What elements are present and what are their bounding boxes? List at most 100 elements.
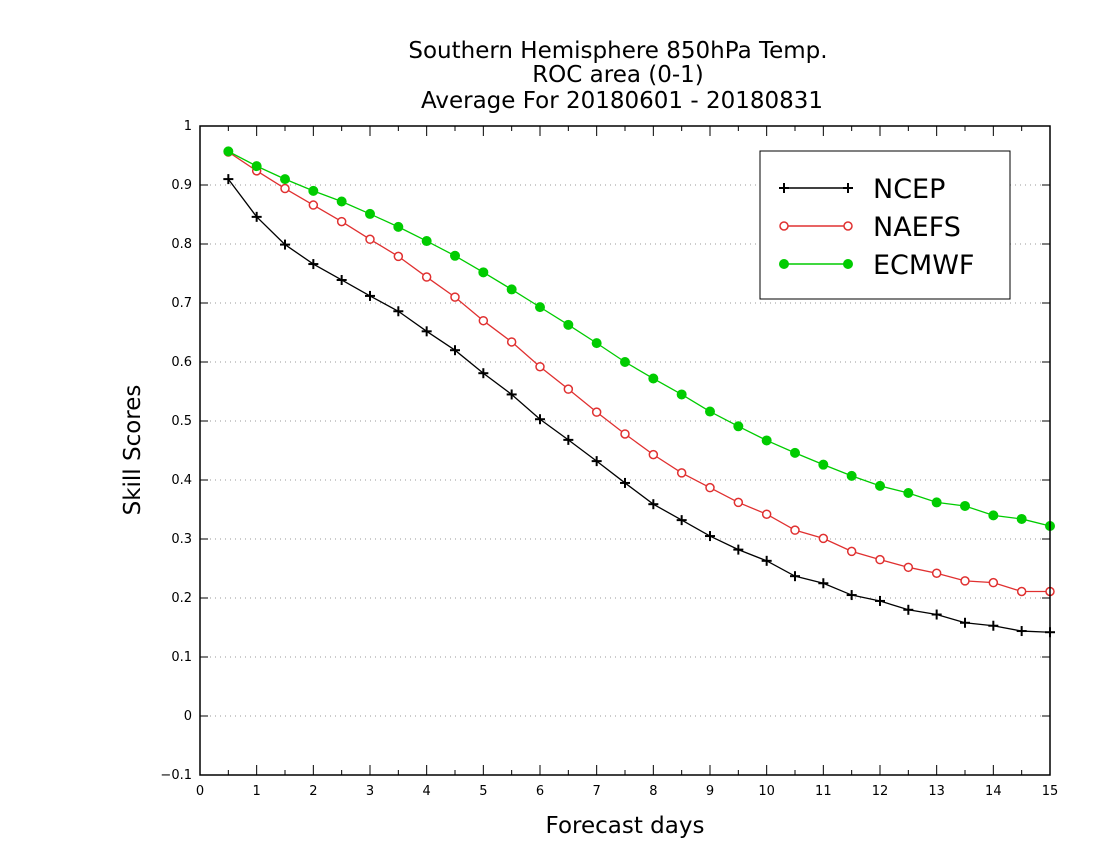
x-tick-label: 0 (196, 784, 204, 799)
legend-box (759, 150, 1011, 300)
legend-item-ecmwf: ECMWF (779, 250, 974, 281)
x-tick-label: 15 (1042, 784, 1059, 799)
y-axis-label: Skill Scores (120, 385, 146, 516)
data-point-ncep (988, 620, 999, 631)
data-point-ncep (818, 578, 829, 589)
data-point-ecmwf (988, 510, 999, 521)
data-point-naefs (705, 482, 715, 493)
data-point-ecmwf (960, 500, 970, 511)
x-tick-label: 12 (872, 784, 889, 799)
series-layer (223, 146, 1055, 638)
data-point-naefs (308, 200, 319, 210)
data-point-ncep (280, 239, 290, 250)
data-point-naefs (535, 361, 545, 372)
x-tick-label: 6 (536, 784, 544, 799)
series-line-naefs (227, 151, 1050, 593)
chart-title-line-1: Southern Hemisphere 850hPa Temp. (408, 38, 827, 64)
data-point-naefs (563, 384, 574, 394)
legend-marker-ecmwf (843, 259, 853, 269)
data-point-ecmwf (308, 185, 319, 196)
data-point-ecmwf (251, 161, 262, 172)
data-point-ncep (223, 174, 234, 185)
data-point-ecmwf (450, 250, 460, 261)
data-point-ncep (648, 499, 659, 510)
data-point-ecmwf (875, 480, 885, 491)
data-point-ncep (336, 274, 347, 285)
data-point-naefs (421, 272, 432, 282)
data-point-ncep (761, 555, 772, 566)
legend-marker-naefs (843, 221, 853, 231)
series-ncep (223, 174, 1055, 638)
data-point-naefs (478, 315, 489, 326)
data-point-naefs (620, 429, 630, 439)
data-point-naefs (591, 407, 602, 417)
data-point-ncep (931, 609, 942, 620)
legend-marker-naefs (779, 221, 789, 231)
data-point-ecmwf (365, 208, 375, 219)
data-point-ncep (421, 326, 432, 337)
data-point-ncep (705, 531, 715, 542)
data-point-ncep (506, 389, 517, 400)
x-tick-label: 3 (366, 784, 374, 799)
x-tick-label: 4 (423, 784, 431, 799)
data-point-naefs (988, 577, 999, 588)
data-point-ecmwf (818, 459, 829, 470)
data-point-ecmwf (506, 284, 517, 295)
data-point-naefs (280, 183, 290, 194)
y-tick-label: 1 (184, 119, 192, 134)
data-point-naefs (931, 568, 942, 578)
data-point-ncep (790, 571, 800, 582)
data-point-ecmwf (676, 389, 687, 400)
legend-item-naefs: NAEFS (779, 212, 961, 243)
data-point-naefs (676, 468, 687, 478)
data-point-ncep (450, 345, 460, 356)
series-ecmwf (223, 146, 1055, 532)
y-tick-label: 0.8 (171, 237, 192, 252)
legend-items: NCEP NAEFS ECMWF (779, 174, 974, 281)
legend-marker-ncep (779, 183, 789, 193)
data-point-naefs (450, 292, 460, 302)
data-point-ncep (733, 544, 744, 555)
x-tick-label: 13 (928, 784, 945, 799)
legend-label-ecmwf: ECMWF (873, 250, 974, 281)
data-point-naefs (336, 216, 347, 227)
data-point-ecmwf (336, 196, 347, 207)
y-tick-label: 0.6 (171, 355, 192, 370)
data-point-ecmwf (648, 373, 659, 384)
legend-label-naefs: NAEFS (873, 212, 961, 243)
data-point-ncep (563, 434, 574, 445)
x-tick-label: 10 (758, 784, 775, 799)
x-tick-label: 14 (985, 784, 1002, 799)
data-point-ecmwf (591, 338, 602, 349)
data-point-ecmwf (421, 236, 432, 247)
data-point-ncep (478, 368, 489, 379)
data-point-ecmwf (535, 302, 545, 313)
data-point-ecmwf (761, 435, 772, 446)
data-point-ncep (308, 259, 319, 270)
y-tick-label: 0 (184, 709, 192, 724)
legend: NCEP NAEFS ECMWF (759, 150, 1011, 300)
data-point-naefs (790, 525, 800, 535)
data-point-naefs (875, 554, 885, 565)
legend-marker-ecmwf (779, 259, 789, 269)
legend-label-ncep: NCEP (873, 174, 945, 205)
data-point-ecmwf (846, 470, 857, 481)
data-point-ncep (903, 604, 914, 615)
data-point-ecmwf (223, 146, 234, 157)
plot-frame (199, 125, 1051, 776)
data-point-naefs (393, 251, 404, 262)
legend-marker-ncep (843, 183, 853, 193)
data-point-naefs (846, 546, 857, 557)
data-point-ncep (620, 477, 630, 488)
data-point-ncep (393, 306, 404, 317)
data-point-ncep (535, 414, 545, 425)
x-tick-label: 1 (253, 784, 261, 799)
y-tick-label: 0.3 (171, 532, 192, 547)
y-tick-label: 0.4 (171, 473, 192, 488)
data-point-ecmwf (1016, 513, 1027, 524)
data-point-naefs (818, 533, 829, 544)
data-point-ecmwf (903, 487, 914, 498)
data-point-ecmwf (931, 497, 942, 508)
data-point-naefs (365, 234, 375, 245)
series-naefs (223, 147, 1055, 597)
